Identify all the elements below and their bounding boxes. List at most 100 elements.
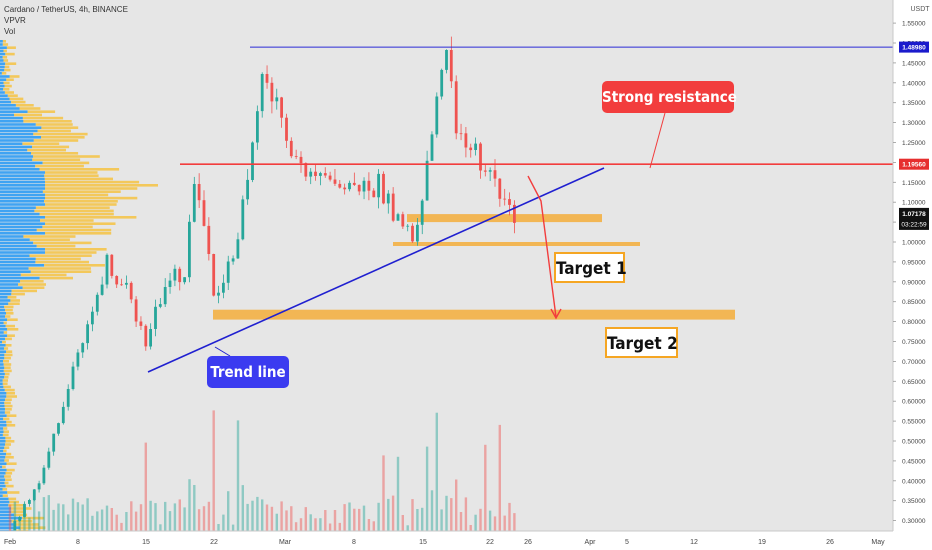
vpvr-bar-up xyxy=(0,353,5,357)
vpvr-bar-down xyxy=(7,318,18,321)
vpvr-bar-up xyxy=(0,94,8,97)
high-price-badge: 1.48980 xyxy=(902,45,926,52)
price-tick-label: 0.50000 xyxy=(902,439,926,446)
vpvr-bar-up xyxy=(0,456,6,459)
vpvr-bar-down xyxy=(31,152,79,155)
volume-bar xyxy=(343,504,346,531)
vpvr-bar-up xyxy=(0,219,40,222)
vpvr-bar-down xyxy=(6,350,13,353)
vpvr-bar-up xyxy=(0,65,5,69)
vpvr-bar-up xyxy=(0,257,36,261)
candle-body xyxy=(275,97,279,102)
vpvr-bar-up xyxy=(0,408,5,411)
vpvr-bar-up xyxy=(0,417,4,421)
vpvr-bar-up xyxy=(0,350,7,353)
price-tick-label: 0.95000 xyxy=(902,259,926,266)
vpvr-bar-down xyxy=(3,331,8,334)
vpvr-bar-down xyxy=(2,433,9,437)
trend-line-label[interactable]: Trend line xyxy=(207,356,289,388)
candle-body xyxy=(32,489,36,501)
candle-body xyxy=(71,366,75,389)
volume-bar xyxy=(91,515,94,531)
volume-bar xyxy=(110,508,113,531)
volume-indicator-label[interactable]: Vol xyxy=(4,27,16,36)
candle-body xyxy=(294,156,298,157)
vpvr-bar-up xyxy=(0,404,5,408)
vpvr-bar-up xyxy=(0,356,5,360)
target-zone-1[interactable] xyxy=(407,214,602,223)
vpvr-bar-up xyxy=(0,360,3,363)
trend-line[interactable] xyxy=(147,167,605,373)
vpvr-bar-down xyxy=(18,283,46,286)
target-2-label[interactable]: Target 2 xyxy=(605,327,678,358)
vpvr-bar-up xyxy=(0,347,4,350)
vpvr-bar-down xyxy=(6,392,16,395)
resistance-price-badge-bg xyxy=(899,158,929,170)
vpvr-bar-up xyxy=(0,289,12,293)
volume-bar xyxy=(372,521,375,531)
vpvr-bar-up xyxy=(0,440,6,443)
volume-bar xyxy=(231,524,235,531)
volume-bar xyxy=(256,496,259,531)
target-1-label[interactable]: Target 1 xyxy=(554,252,627,283)
vpvr-bar-up xyxy=(0,305,5,309)
vpvr-bar-up xyxy=(0,100,12,104)
vpvr-bar-down xyxy=(11,507,32,510)
volume-bar xyxy=(265,504,269,531)
volume-bar xyxy=(188,479,191,531)
projection-path[interactable] xyxy=(527,175,557,318)
target-zone-2[interactable] xyxy=(393,242,640,246)
vpvr-bar-down xyxy=(44,174,99,177)
vpvr-bar-up xyxy=(0,142,23,145)
vpvr-bar-up xyxy=(0,216,45,219)
volume-bar xyxy=(469,525,472,531)
vpvr-bar-up xyxy=(0,504,9,507)
vpvr-bar-up xyxy=(0,513,15,517)
price-tick-label: 0.45000 xyxy=(902,458,926,465)
candle-body xyxy=(168,280,172,287)
vpvr-bar-down xyxy=(13,523,39,526)
vpvr-bar-down xyxy=(45,222,116,225)
vpvr-bar-down xyxy=(3,363,12,366)
candle-body xyxy=(256,111,259,143)
symbol-title[interactable]: Cardano / TetherUS, 4h, BINANCE xyxy=(4,5,128,14)
vpvr-indicator-label[interactable]: VPVR xyxy=(4,16,26,25)
vpvr-bar-down xyxy=(32,145,70,149)
volume-bar xyxy=(81,504,84,531)
candle-body xyxy=(86,324,89,344)
candle-body xyxy=(289,140,293,157)
strong-resistance-label[interactable]: Strong resistance xyxy=(602,81,737,113)
volume-bar xyxy=(464,497,468,531)
volume-bar xyxy=(52,509,55,531)
volume-bar xyxy=(513,513,516,531)
target-zone-3[interactable] xyxy=(213,309,735,320)
vpvr-bar-up xyxy=(0,296,8,299)
candle-body xyxy=(352,182,356,185)
volume-bar xyxy=(338,522,341,531)
candle-body xyxy=(95,294,99,312)
volume-bar xyxy=(309,514,312,531)
vpvr-bar-up xyxy=(0,126,42,129)
candle-body xyxy=(260,74,264,112)
candle-body xyxy=(246,179,249,200)
vpvr-bar-down xyxy=(9,500,19,504)
vpvr-bar-down xyxy=(5,443,11,446)
candle-body xyxy=(158,304,162,307)
vpvr-bar-down xyxy=(35,257,81,261)
vpvr-bar-up xyxy=(0,366,5,369)
vpvr-bar-up xyxy=(0,158,33,161)
vpvr-bar-up xyxy=(0,526,20,529)
vpvr-bar-down xyxy=(7,328,19,331)
price-tick-label: 0.80000 xyxy=(902,319,926,326)
vpvr-bar-down xyxy=(8,504,24,507)
vpvr-bar-down xyxy=(33,139,79,142)
volume-bar xyxy=(261,499,264,531)
time-tick-label: 8 xyxy=(76,539,80,546)
vpvr-bar-down xyxy=(4,411,11,414)
vpvr-bar-down xyxy=(4,404,13,408)
vpvr-bar-down xyxy=(3,417,10,421)
vpvr-bar-up xyxy=(0,212,40,216)
vpvr-bar-down xyxy=(39,168,120,171)
candle-body xyxy=(105,254,109,285)
